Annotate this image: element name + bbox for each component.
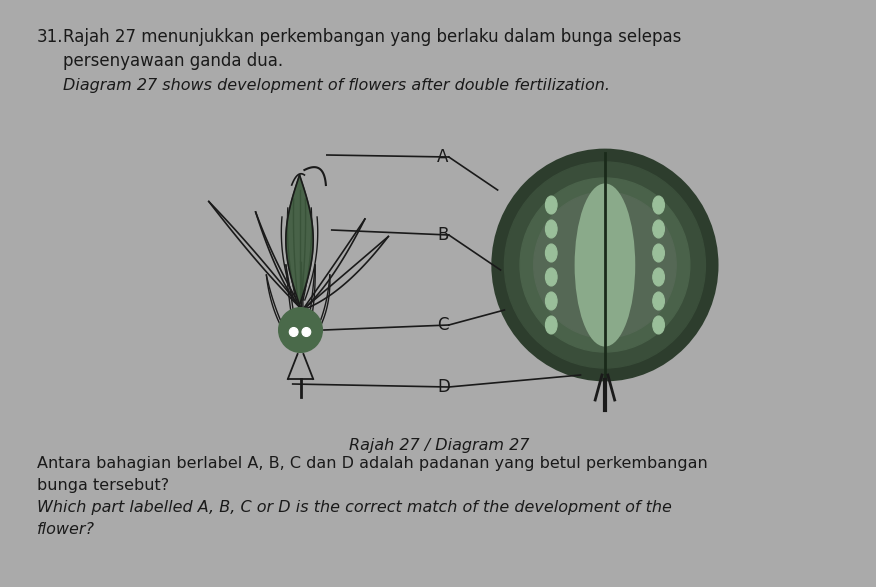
Ellipse shape	[653, 316, 664, 334]
Ellipse shape	[546, 316, 557, 334]
Text: Rajah 27 / Diagram 27: Rajah 27 / Diagram 27	[349, 438, 529, 453]
Circle shape	[279, 308, 322, 352]
Text: bunga tersebut?: bunga tersebut?	[37, 478, 169, 493]
Polygon shape	[302, 219, 365, 310]
Ellipse shape	[546, 292, 557, 310]
Circle shape	[520, 178, 689, 352]
Ellipse shape	[653, 244, 664, 262]
Text: Antara bahagian berlabel A, B, C dan D adalah padanan yang betul perkembangan: Antara bahagian berlabel A, B, C dan D a…	[37, 456, 708, 471]
Text: Rajah 27 menunjukkan perkembangan yang berlaku dalam bunga selepas: Rajah 27 menunjukkan perkembangan yang b…	[63, 28, 682, 46]
Text: D: D	[437, 378, 450, 396]
Ellipse shape	[576, 184, 634, 346]
Polygon shape	[286, 175, 314, 305]
Text: B: B	[437, 226, 449, 244]
Ellipse shape	[653, 196, 664, 214]
Ellipse shape	[546, 220, 557, 238]
Text: persenyawaan ganda dua.: persenyawaan ganda dua.	[63, 52, 284, 70]
Circle shape	[505, 162, 705, 368]
Circle shape	[492, 150, 717, 380]
Ellipse shape	[546, 196, 557, 214]
Polygon shape	[302, 237, 388, 310]
Ellipse shape	[546, 244, 557, 262]
Ellipse shape	[653, 292, 664, 310]
Polygon shape	[256, 212, 302, 310]
Text: A: A	[437, 148, 449, 166]
Ellipse shape	[653, 220, 664, 238]
Text: flower?: flower?	[37, 522, 95, 537]
Text: Which part labelled A, B, C or D is the correct match of the development of the: Which part labelled A, B, C or D is the …	[37, 500, 672, 515]
Circle shape	[533, 192, 676, 338]
Text: 31.: 31.	[37, 28, 64, 46]
Ellipse shape	[546, 268, 557, 286]
Polygon shape	[208, 201, 302, 310]
Text: Diagram 27 shows development of flowers after double fertilization.: Diagram 27 shows development of flowers …	[63, 78, 611, 93]
Ellipse shape	[653, 268, 664, 286]
Circle shape	[289, 328, 298, 336]
Circle shape	[302, 328, 311, 336]
Text: C: C	[437, 316, 449, 334]
